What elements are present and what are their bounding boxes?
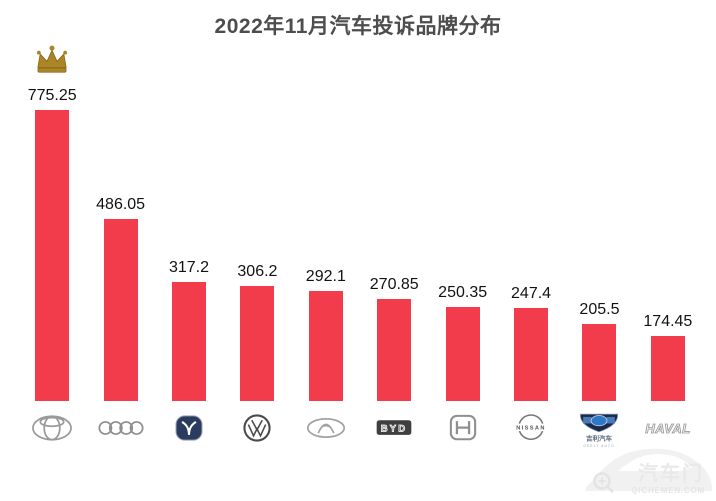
bar-value-label: 317.2 bbox=[168, 259, 210, 276]
chery-logo-icon bbox=[300, 401, 352, 449]
bar-value-label: 306.2 bbox=[237, 263, 278, 280]
svg-text:NISSAN: NISSAN bbox=[516, 426, 546, 432]
bar-value-label: 292.1 bbox=[305, 268, 346, 285]
watermark-brand-text: 汽车门 bbox=[638, 463, 704, 485]
toyota-logo-icon bbox=[26, 401, 78, 449]
bar-toyota bbox=[35, 110, 70, 401]
bar-haval bbox=[650, 336, 685, 401]
byd-logo-icon: BYD bbox=[368, 401, 420, 449]
honda-logo-icon bbox=[437, 401, 489, 449]
car-silhouette-icon bbox=[582, 448, 714, 501]
bar-value-label: 775.25 bbox=[27, 87, 77, 104]
bar-column-geely: 205.5 吉利汽车 GEELY AUTO bbox=[565, 0, 633, 449]
bar-area: 247.4 bbox=[511, 0, 551, 401]
bar-value-label: 270.85 bbox=[369, 276, 419, 293]
bar-column-nissan: 247.4 NISSAN bbox=[497, 0, 565, 449]
magnifier-icon bbox=[593, 472, 615, 494]
bar-geely bbox=[582, 324, 617, 401]
bar-column-honda: 250.35 bbox=[428, 0, 496, 449]
bar-column-chery: 292.1 bbox=[292, 0, 360, 449]
bar-value-label: 486.05 bbox=[96, 196, 146, 213]
svg-text:HAVAL: HAVAL bbox=[645, 421, 690, 436]
bar-area: 486.05 bbox=[96, 0, 145, 401]
bar-value-label: 205.5 bbox=[579, 301, 620, 318]
svg-text:GEELY AUTO: GEELY AUTO bbox=[584, 444, 615, 448]
bar-value-label: 250.35 bbox=[438, 284, 488, 301]
bar-column-volkswagen: 306.2 bbox=[223, 0, 291, 449]
bar-changan bbox=[172, 282, 206, 401]
svg-text:BYD: BYD bbox=[381, 423, 408, 434]
geely-logo-icon: 吉利汽车 GEELY AUTO bbox=[571, 401, 627, 449]
nissan-logo-icon: NISSAN bbox=[505, 401, 557, 449]
bar-area: 270.85 bbox=[370, 0, 419, 401]
bar-value-label: 174.45 bbox=[643, 313, 693, 330]
crown-icon bbox=[37, 45, 68, 73]
bar-honda bbox=[445, 307, 480, 401]
bar-column-audi: 486.05 bbox=[86, 0, 154, 449]
bar-area: 306.2 bbox=[237, 0, 277, 401]
bar-area: 205.5 bbox=[579, 0, 619, 401]
bar-column-toyota: 775.25 bbox=[18, 0, 86, 449]
bar-column-byd: 270.85 BYD bbox=[360, 0, 428, 449]
watermark-domain-text: QICHEMEN.COM bbox=[631, 486, 705, 495]
bar-area: 250.35 bbox=[438, 0, 487, 401]
chart-title: 2022年11月汽车投诉品牌分布 bbox=[214, 15, 502, 38]
bar-area: 292.1 bbox=[306, 0, 346, 401]
bar-area: 317.2 bbox=[169, 0, 209, 401]
bar-volkswagen bbox=[240, 286, 275, 401]
bar-column-haval: 174.45 HAVAL bbox=[634, 0, 702, 449]
changan-logo-icon bbox=[163, 401, 215, 449]
bar-nissan bbox=[514, 308, 549, 401]
haval-logo-icon: HAVAL bbox=[639, 401, 697, 449]
bar-chart: 775.25 486.05 317.2 306.2 292.1 270.85 B… bbox=[18, 0, 702, 449]
bar-chery bbox=[308, 291, 343, 401]
bar-area: 174.45 bbox=[643, 0, 692, 401]
audi-logo-icon bbox=[95, 401, 147, 449]
watermark: 汽车门 QICHEMEN.COM bbox=[582, 439, 714, 501]
bar-area: 775.25 bbox=[28, 0, 77, 401]
svg-text:吉利汽车: 吉利汽车 bbox=[586, 433, 613, 442]
crown-icon-wrapper bbox=[32, 44, 72, 75]
bar-byd bbox=[377, 299, 412, 401]
bar-value-label: 247.4 bbox=[511, 285, 552, 302]
bar-column-changan: 317.2 bbox=[155, 0, 223, 449]
bar-audi bbox=[103, 219, 138, 401]
volkswagen-logo-icon bbox=[231, 401, 283, 449]
